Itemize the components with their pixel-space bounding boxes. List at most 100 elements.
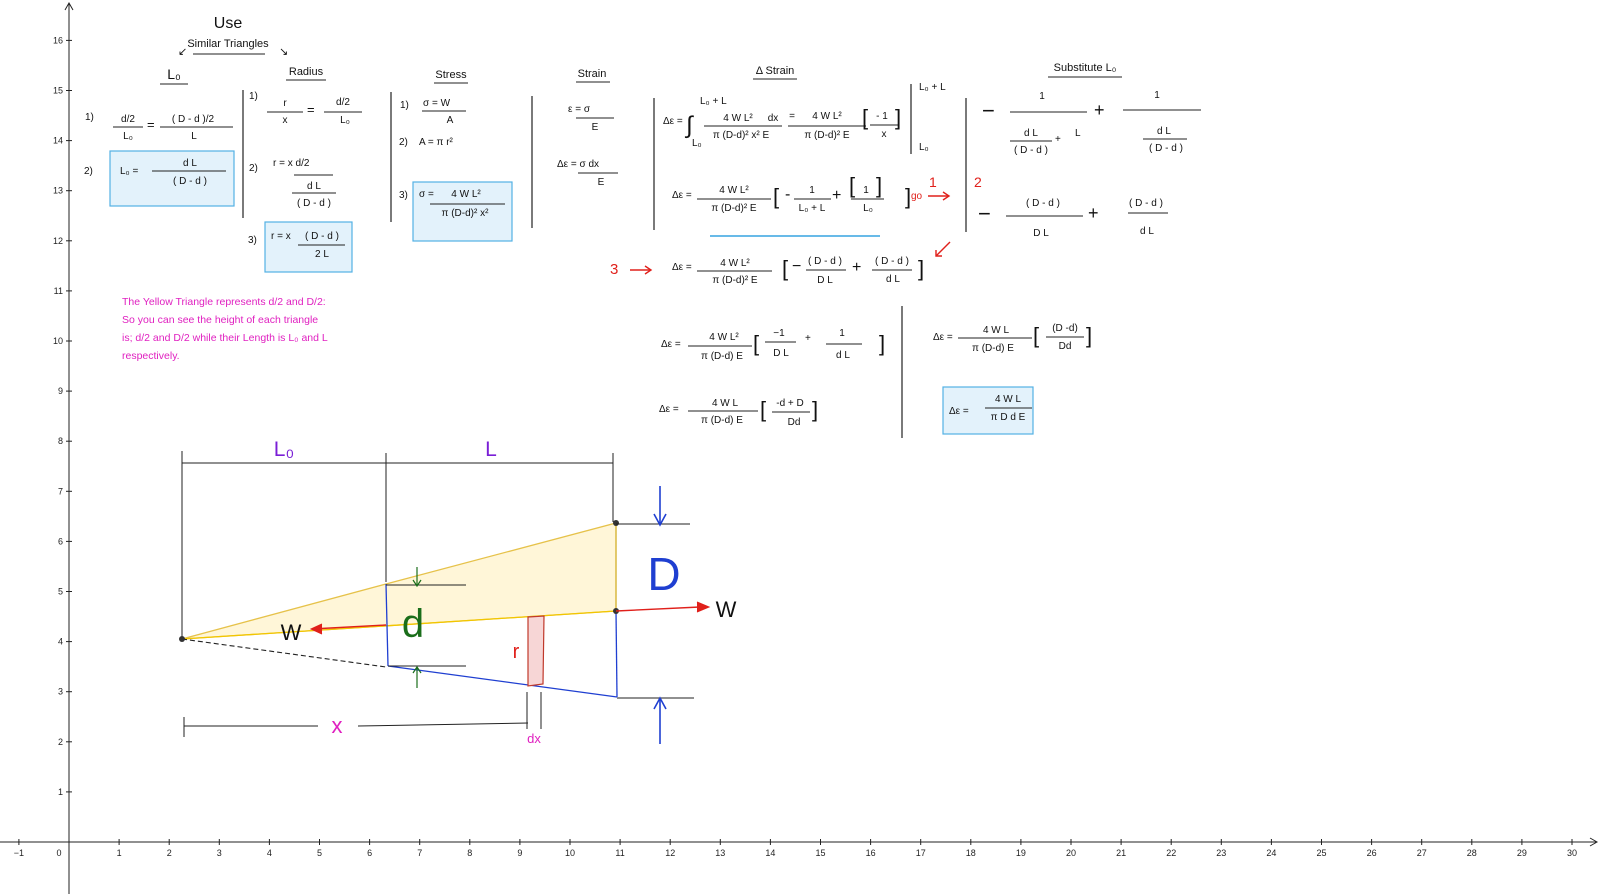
y-tick-label: 10 <box>53 336 63 346</box>
de1-f2-den: π (D-d)² E <box>804 130 850 141</box>
l0-eq1-b-den: L <box>191 131 197 142</box>
D-label: D <box>647 548 680 600</box>
r-label: r <box>513 641 520 663</box>
radius-eq1-rhs-num: d/2 <box>336 97 350 108</box>
y-tick-label: 2 <box>58 737 63 747</box>
W-left-label: W <box>281 620 302 645</box>
sub-a-L: L <box>1075 128 1081 139</box>
de6-num: 4 W L <box>983 325 1010 336</box>
de1-eval-upper: L₀ + L <box>919 82 946 93</box>
de1-f1-den: π (D-d)² x² E <box>713 130 770 141</box>
l0-header: L₀ <box>167 66 181 82</box>
de3-u2-den: d L <box>886 274 900 285</box>
radius-header: Radius <box>289 66 324 78</box>
x-tick-label: −1 <box>14 848 24 858</box>
de2-minus: - <box>785 186 790 203</box>
marker-2: 2 <box>974 174 982 190</box>
L-label: L <box>485 438 497 461</box>
l0-eq1-equals: = <box>147 117 155 132</box>
W-right-label: W <box>716 597 737 622</box>
top-right-point[interactable] <box>613 520 619 526</box>
note-text: The Yellow Triangle represents d/2 and D… <box>122 296 328 362</box>
radius-equations: 1) r x = d/2 L₀ 2) r = x d/2 d L ( D - d… <box>248 91 362 273</box>
y-axis-arrow-icon <box>64 1 74 11</box>
y-tick-label: 13 <box>53 186 63 196</box>
y-tick-label: 3 <box>58 687 63 697</box>
stress-eq3-num: 4 W L² <box>451 189 481 200</box>
l0-eq2-num: d L <box>183 158 197 169</box>
sub-a-plus: + <box>1055 134 1061 145</box>
note-line-1: The Yellow Triangle represents d/2 and D… <box>122 296 326 308</box>
de4-num: 4 W L² <box>709 332 739 343</box>
de3-bracket-close: ] <box>918 256 924 281</box>
l0-eq1-b-num: ( D - d )/2 <box>172 114 215 125</box>
x-tick-label: 25 <box>1316 848 1326 858</box>
stress-eq2: A = π r² <box>419 137 454 148</box>
delta-strain-equations: Δε = ∫ L₀ + L L₀ 4 W L² dx π (D-d)² x² E… <box>659 82 1092 435</box>
arrow-up-icon <box>653 696 667 710</box>
arrow-right-icon <box>942 191 951 201</box>
x-tick-label: 3 <box>217 848 222 858</box>
l0-eq2-den: ( D - d ) <box>173 176 207 187</box>
radius-eq3-den: 2 L <box>315 249 329 260</box>
de2-lhs: Δε = <box>672 190 692 201</box>
final-den: π D d E <box>991 412 1026 423</box>
x-tick-label: 29 <box>1517 848 1527 858</box>
x-tick-label: 20 <box>1066 848 1076 858</box>
x-tick-label: 7 <box>417 848 422 858</box>
y-tick-label: 12 <box>53 236 63 246</box>
de6-bracket-close: ] <box>1086 323 1092 348</box>
x-tick-label: 23 <box>1216 848 1226 858</box>
de4-bracket-close: ] <box>879 331 885 356</box>
arrow-right-icon: ↘ <box>279 46 288 58</box>
x-tick-label: 2 <box>167 848 172 858</box>
de6-x-den: Dd <box>1059 341 1072 352</box>
stress-eq1-number: 1) <box>400 100 409 111</box>
column-separators <box>242 90 967 438</box>
l0-eq1-a-num: d/2 <box>121 114 135 125</box>
radius-eq1-rhs-den: L₀ <box>340 115 350 126</box>
arrow-up-icon <box>412 665 422 674</box>
y-tick-label: 11 <box>54 286 63 296</box>
apex-point[interactable] <box>179 636 185 642</box>
radius-eq3-num: ( D - d ) <box>305 231 339 242</box>
y-tick-label: 16 <box>53 35 63 45</box>
stress-eq3-number: 3) <box>399 190 408 201</box>
strain-equations: ε = σ E Δε = σ dx E <box>557 104 618 188</box>
de3-lhs: Δε = <box>672 262 692 273</box>
x-tick-label: 13 <box>715 848 725 858</box>
yellow-triangle <box>181 522 617 640</box>
x-axis-ticks: −1 0 1 2 3 4 5 6 7 8 9 10 11 12 13 14 15 16 17 18 19 20 21 22 23… <box>14 839 1577 858</box>
radius-eq3-lhs: r = x <box>271 231 291 242</box>
arrow-down-left-icon <box>935 250 942 257</box>
stress-eq1-den: A <box>447 115 454 126</box>
sub-a-num: 1 <box>1039 91 1045 102</box>
y-tick-label: 9 <box>58 386 63 396</box>
x-tick-label: 19 <box>1016 848 1026 858</box>
x-tick-label: 26 <box>1367 848 1377 858</box>
x-tick-label: 10 <box>565 848 575 858</box>
strain-eq2-lhs: Δε = σ dx <box>557 159 599 170</box>
r-slice <box>527 615 545 687</box>
de5-w-num: -d + D <box>776 398 804 409</box>
x-tick-label: 0 <box>56 848 61 858</box>
arrow-down-icon <box>412 579 422 588</box>
arrow-left-icon <box>309 623 323 635</box>
x-tick-label: 14 <box>765 848 775 858</box>
de5-den: π (D-d) E <box>701 415 743 426</box>
de4-v2-den: d L <box>836 350 850 361</box>
stress-eq2-number: 2) <box>399 137 408 148</box>
de1-inner-num: - 1 <box>876 111 888 122</box>
de6-lhs: Δε = <box>933 332 953 343</box>
de2-small-bracket-open: [ <box>849 173 855 198</box>
de4-plus: + <box>805 333 811 344</box>
l0-result-box <box>109 150 235 207</box>
y-tick-label: 5 <box>58 587 63 597</box>
de1-equals: = <box>789 111 795 122</box>
x-tick-label: 24 <box>1266 848 1276 858</box>
x-tick-label: 8 <box>467 848 472 858</box>
de4-v1-den: D L <box>773 348 789 359</box>
l0-eq2-number: 2) <box>84 166 93 177</box>
